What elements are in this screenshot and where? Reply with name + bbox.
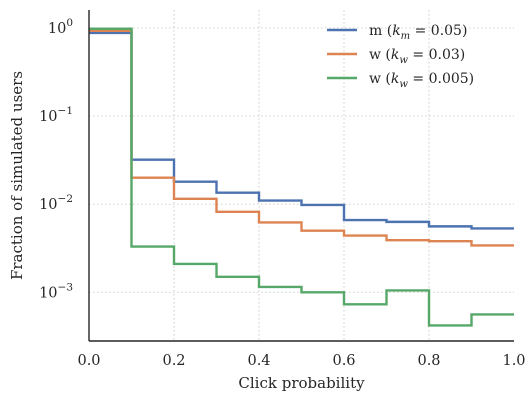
legend-label-2: w (kw = 0.03) [369, 47, 465, 66]
legend-sub: w [399, 79, 408, 90]
x-tick-label: 0.2 [162, 353, 185, 369]
legend-prefix: w ( [369, 47, 391, 63]
legend-sub: m [401, 31, 410, 42]
y-axis-label: Fraction of simulated users [8, 71, 26, 280]
y-tick-exponent: 0 [66, 17, 73, 29]
legend-suffix: = 0.05) [410, 23, 467, 39]
y-tick-base: 10 [39, 197, 57, 213]
legend-prefix: w ( [369, 71, 391, 87]
legend: m (km = 0.05)w (kw = 0.03)w (kw = 0.005) [327, 23, 474, 90]
legend-suffix: = 0.005) [408, 71, 474, 87]
y-tick-label: 100 [48, 17, 73, 37]
y-tick-exponent: −3 [58, 281, 73, 293]
series-layer [89, 27, 514, 327]
x-tick-label: 0.0 [77, 353, 100, 369]
y-tick-exponent: −1 [58, 105, 73, 117]
x-axis-label: Click probability [238, 374, 365, 392]
series-line-1 [89, 31, 514, 230]
x-tick-label: 0.6 [332, 353, 355, 369]
series-line-3 [89, 27, 514, 327]
legend-italic: k [391, 47, 399, 63]
legend-prefix: m ( [369, 23, 392, 39]
y-tick-base: 10 [39, 109, 57, 125]
x-tick-label: 0.4 [247, 353, 270, 369]
y-tick-base: 10 [39, 285, 57, 301]
axes [88, 10, 514, 342]
legend-italic: k [391, 71, 399, 87]
legend-sub: w [399, 55, 408, 66]
y-tick-exponent: −2 [58, 193, 73, 205]
legend-label-3: w (kw = 0.005) [369, 71, 474, 90]
series-line-2 [89, 29, 514, 247]
y-tick-label: 10−1 [39, 105, 73, 125]
x-tick-label: 0.8 [417, 353, 440, 369]
y-tick-label: 10−3 [39, 281, 73, 301]
legend-label-1: m (km = 0.05) [369, 23, 467, 42]
legend-suffix: = 0.03) [408, 47, 465, 63]
y-tick-label: 10−2 [39, 193, 73, 213]
y-tick-base: 10 [48, 21, 66, 37]
x-tick-label: 1.0 [502, 353, 525, 369]
legend-italic: k [392, 23, 400, 39]
